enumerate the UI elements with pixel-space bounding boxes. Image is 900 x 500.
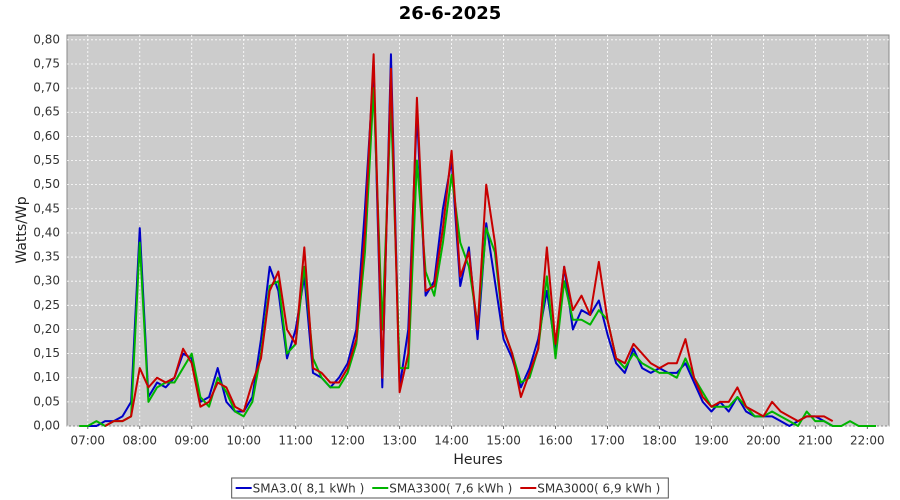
plot-area	[66, 34, 890, 427]
series-line	[87, 53, 834, 427]
x-tick-label: 22:00	[850, 434, 885, 448]
x-tick-label: 18:00	[642, 434, 677, 448]
x-tick-label: 10:00	[226, 434, 261, 448]
x-tick-label: 16:00	[538, 434, 573, 448]
x-tick-label: 09:00	[174, 434, 209, 448]
y-tick-label: 0,70	[33, 81, 60, 95]
y-tick-label: 0,60	[33, 129, 60, 143]
y-tick-label: 0,75	[33, 56, 60, 70]
x-tick-label: 07:00	[70, 434, 105, 448]
y-tick-label: 0,40	[33, 225, 60, 239]
y-tick-label: 0,55	[33, 153, 60, 167]
x-tick-label: 13:00	[382, 434, 417, 448]
y-tick-label: 0,05	[33, 394, 60, 408]
x-axis-label: Heures	[453, 452, 502, 468]
y-tick-label: 0,30	[33, 274, 60, 288]
y-tick-label: 0,25	[33, 298, 60, 312]
y-tick-label: 0,45	[33, 201, 60, 215]
x-tick-label: 15:00	[486, 434, 521, 448]
legend	[231, 477, 669, 499]
y-axis-label: Watts/Wp	[14, 196, 30, 263]
x-tick-label: 17:00	[590, 434, 625, 448]
x-tick-label: 14:00	[434, 434, 469, 448]
y-tick-label: 0,35	[33, 250, 60, 264]
x-tick-label: 20:00	[746, 434, 781, 448]
y-tick-label: 0,20	[33, 322, 60, 336]
y-tick-label: 0,10	[33, 370, 60, 384]
chart-title: 26-6-2025	[399, 3, 502, 24]
y-tick-label: 0,00	[33, 419, 60, 433]
x-tick-label: 19:00	[694, 434, 729, 448]
y-tick-label: 0,80	[33, 32, 60, 46]
legend-label: SMA3000( 6,9 kWh )	[537, 482, 660, 496]
series-line	[104, 53, 834, 427]
x-tick-label: 21:00	[798, 434, 833, 448]
y-tick-label: 0,50	[33, 177, 60, 191]
legend-label: SMA3.0( 8,1 kWh )	[253, 482, 365, 496]
y-tick-label: 0,15	[33, 346, 60, 360]
x-tick-label: 08:00	[122, 434, 157, 448]
legend-label: SMA3300( 7,6 kWh )	[389, 482, 512, 496]
x-tick-label: 12:00	[330, 434, 365, 448]
x-tick-label: 11:00	[278, 434, 313, 448]
y-tick-label: 0,65	[33, 105, 60, 119]
